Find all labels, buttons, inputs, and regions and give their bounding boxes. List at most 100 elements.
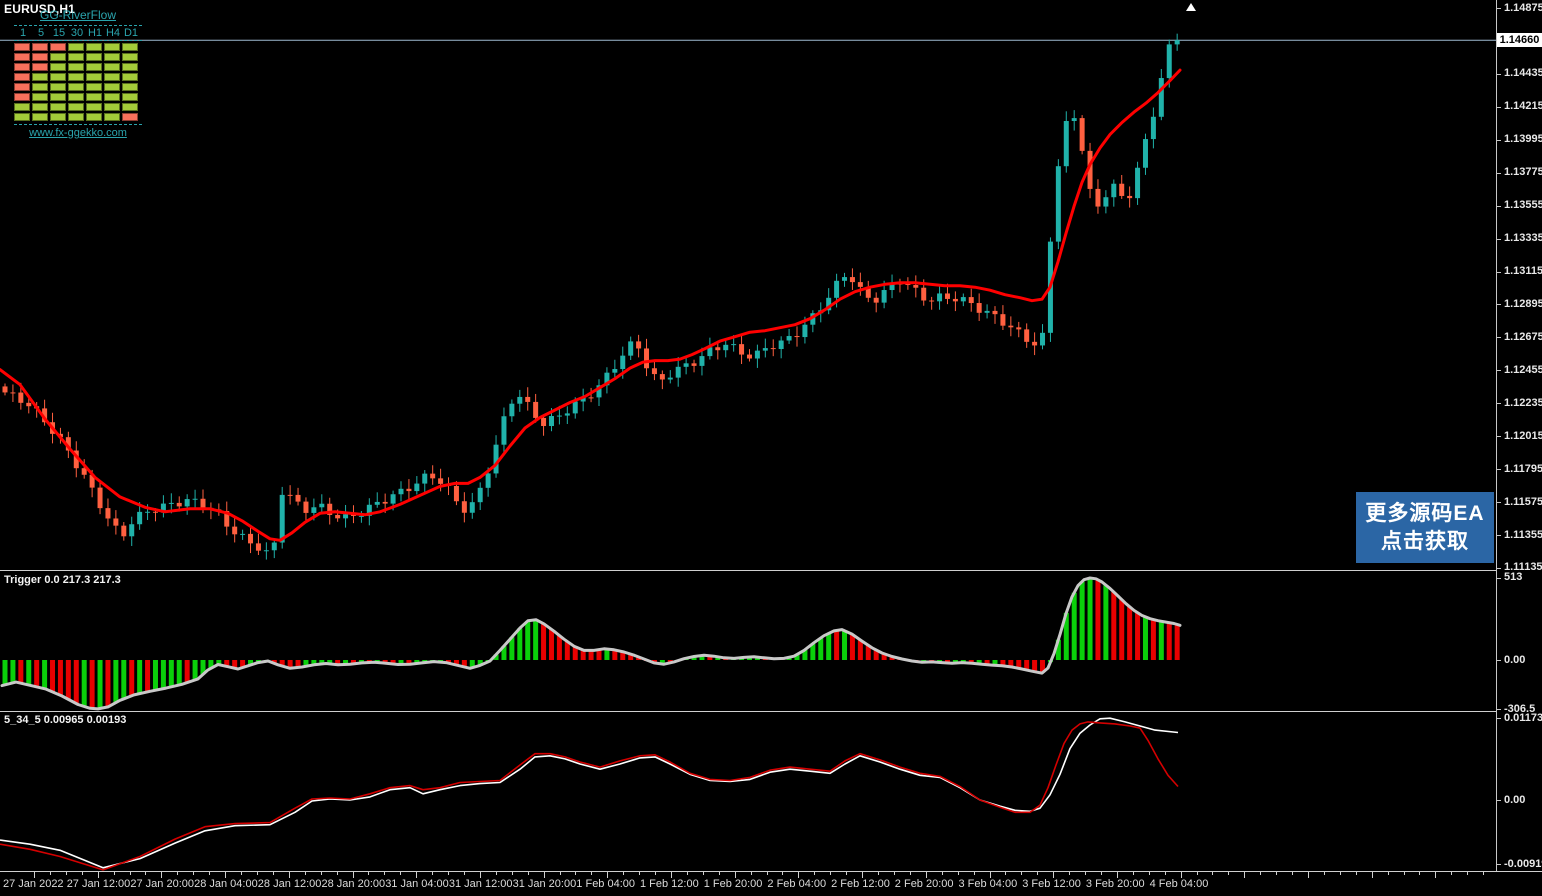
- time-tick: [1403, 872, 1405, 875]
- time-tick: [129, 872, 131, 875]
- time-tick: [479, 872, 481, 878]
- timeframe-button-30[interactable]: 30: [70, 27, 84, 39]
- oscillator-indicator-label: 5_34_5 0.00965 0.00193: [4, 714, 127, 726]
- riverflow-cell-red: [14, 83, 30, 91]
- time-tick: [241, 872, 243, 875]
- riverflow-cell-green: [104, 53, 120, 61]
- axis-tick: [1497, 718, 1501, 719]
- axis-price-label: -306.5: [1504, 702, 1536, 715]
- time-tick: [225, 872, 227, 878]
- time-tick: [925, 872, 927, 878]
- time-label: 4 Feb 04:00: [1149, 878, 1209, 890]
- time-tick: [1053, 872, 1055, 878]
- chart-canvas[interactable]: [0, 0, 1496, 871]
- panel-separator[interactable]: [0, 711, 1542, 712]
- axis-tick: [1497, 502, 1501, 504]
- riverflow-cell-green: [50, 103, 66, 111]
- axis-tick: [1497, 73, 1501, 75]
- axis-price-label: 0.00: [1504, 793, 1526, 806]
- riverflow-cell-red: [50, 43, 66, 51]
- time-tick: [655, 872, 657, 875]
- time-label: 1 Feb 12:00: [640, 878, 699, 890]
- riverflow-cell-green: [122, 83, 138, 91]
- riverflow-cell-green: [122, 53, 138, 61]
- time-tick: [193, 872, 195, 875]
- timeframe-button-d1[interactable]: D1: [123, 27, 139, 39]
- time-tick: [1100, 872, 1102, 875]
- time-tick: [49, 872, 51, 875]
- price-axis[interactable]: 1.14875 1.14660 1.14435 1.14215 1.13995 1.137…: [1497, 0, 1542, 871]
- time-tick: [989, 872, 991, 878]
- time-tick: [1180, 872, 1182, 878]
- time-tick: [1467, 872, 1469, 875]
- axis-price-label: 1.14435: [1504, 67, 1542, 80]
- axis-price-label: 1.12895: [1504, 297, 1542, 310]
- riverflow-cell-green: [68, 103, 84, 111]
- time-tick: [973, 872, 975, 875]
- time-tick: [862, 872, 864, 878]
- scroll-to-end-icon[interactable]: [1185, 2, 1197, 12]
- time-tick: [463, 872, 465, 875]
- timeframe-button-h4[interactable]: H4: [105, 27, 121, 39]
- riverflow-cell-green: [50, 113, 66, 121]
- riverflow-cell-green: [104, 93, 120, 101]
- time-tick: [1116, 872, 1118, 878]
- riverflow-cell-green: [86, 93, 102, 101]
- riverflow-cell-green: [104, 113, 120, 121]
- time-tick: [113, 872, 115, 875]
- time-tick: [1355, 872, 1357, 875]
- riverflow-cell-green: [32, 113, 48, 121]
- timeframe-button-h1[interactable]: H1: [87, 27, 103, 39]
- time-tick: [65, 872, 67, 875]
- promo-banner-line1: 更多源码EA: [1365, 502, 1485, 526]
- time-label: 31 Jan 20:00: [512, 878, 577, 890]
- riverflow-cell-red: [14, 63, 30, 71]
- riverflow-cell-green: [104, 63, 120, 71]
- time-tick: [272, 872, 274, 875]
- time-tick: [1276, 872, 1278, 875]
- time-label: 1 Feb 20:00: [703, 878, 763, 890]
- time-tick: [671, 872, 672, 878]
- riverflow-url-link[interactable]: www.fx-ggekko.com: [14, 124, 142, 139]
- riverflow-cell-green: [32, 83, 48, 91]
- axis-tick: [1497, 370, 1501, 372]
- axis-tick: [1497, 567, 1501, 569]
- promo-banner[interactable]: 更多源码EA 点击获取: [1356, 492, 1494, 563]
- time-tick: [1292, 872, 1294, 875]
- time-tick: [368, 872, 370, 875]
- time-tick: [384, 872, 386, 875]
- axis-border: [1496, 0, 1497, 871]
- time-tick: [1435, 872, 1437, 878]
- riverflow-cell-green: [68, 93, 84, 101]
- axis-price-label: 1.11795: [1504, 462, 1542, 475]
- riverflow-cell-green: [122, 93, 138, 101]
- axis-price-label: 1.12675: [1504, 330, 1542, 343]
- riverflow-cell-green: [104, 43, 120, 51]
- axis-tick: [1497, 800, 1501, 801]
- time-tick: [623, 872, 625, 875]
- time-tick: [782, 872, 784, 875]
- time-tick: [1148, 872, 1150, 875]
- time-label: 31 Jan 04:00: [385, 878, 449, 890]
- time-tick: [1005, 872, 1007, 875]
- axis-price-label: 1.14875: [1504, 1, 1542, 14]
- panel-separator[interactable]: [0, 570, 1542, 571]
- riverflow-cell-red: [32, 43, 48, 51]
- time-tick: [1260, 872, 1262, 875]
- time-tick: [639, 872, 641, 875]
- time-label: 3 Feb 12:00: [1022, 878, 1081, 890]
- timeframe-button-1[interactable]: 1: [19, 27, 27, 39]
- time-axis[interactable]: 27 Jan 2022 27 Jan 12:00 27 Jan 20:00 28 Ja…: [0, 872, 1542, 896]
- time-label: 27 Jan 20:00: [130, 878, 195, 890]
- time-tick: [495, 872, 497, 875]
- time-tick: [97, 872, 99, 878]
- riverflow-cell-red: [32, 53, 48, 61]
- timeframe-button-5[interactable]: 5: [37, 27, 45, 39]
- timeframe-button-15[interactable]: 15: [52, 27, 66, 39]
- time-tick: [448, 872, 450, 875]
- time-tick: [432, 872, 434, 875]
- time-tick: [1308, 872, 1309, 878]
- axis-tick: [1497, 535, 1501, 537]
- time-tick: [686, 872, 688, 875]
